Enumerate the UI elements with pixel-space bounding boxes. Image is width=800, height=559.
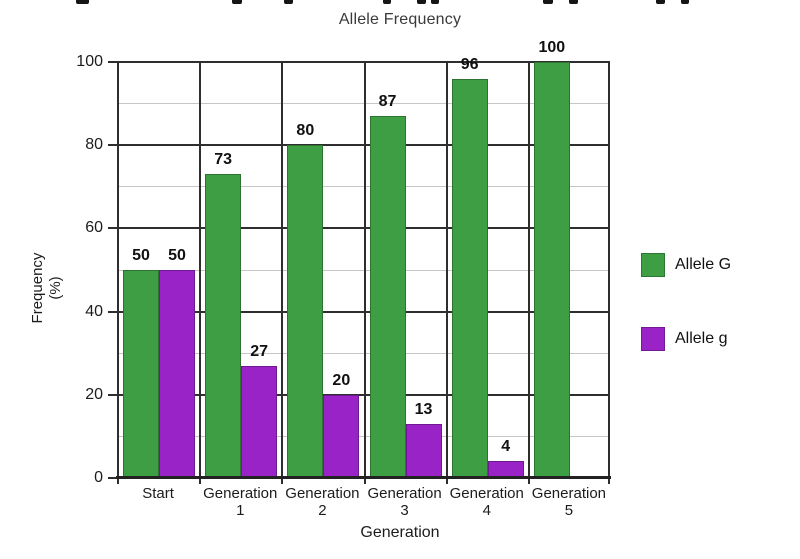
x-axis-tick <box>446 478 448 484</box>
minor-gridline <box>117 103 610 105</box>
y-tick-label: 100 <box>76 53 103 70</box>
bar-allele-g-5 <box>487 461 524 478</box>
x-axis-tick <box>281 478 283 484</box>
chart-title: Allele Frequency <box>338 11 462 28</box>
category-label: Generation 5 <box>531 485 607 519</box>
bar-value-label: 87 <box>378 93 397 111</box>
y-tick-label: 0 <box>94 469 103 486</box>
bar-value-label: 100 <box>538 39 566 56</box>
legend-label-allele-g: Allele G <box>675 256 732 273</box>
category-boundary-line <box>281 62 283 478</box>
bar-allele-g-3 <box>323 394 360 478</box>
x-axis-tick <box>199 478 201 484</box>
cropped-letter-fragment <box>543 0 553 4</box>
y-axis-tick <box>108 477 117 479</box>
cropped-letter-fragment <box>681 0 689 4</box>
bar-value-label: 50 <box>132 247 150 264</box>
cropped-letter-fragment <box>656 0 665 4</box>
bar-value-label: 50 <box>168 247 186 264</box>
y-axis-line <box>117 62 119 478</box>
category-label: Generation 2 <box>285 485 360 519</box>
y-axis-tick <box>108 61 117 63</box>
bar-allele-g-2 <box>205 174 242 478</box>
bar-allele-g-1 <box>159 270 195 478</box>
minor-gridline <box>117 269 610 271</box>
y-axis-tick <box>108 310 117 313</box>
cropped-letter-fragment <box>284 0 293 4</box>
bar-value-label: 27 <box>250 342 269 360</box>
plot-area: 50 73 80 87 96 100 50 27 20 13 4 <box>116 39 611 479</box>
cropped-letter-fragment <box>417 0 426 4</box>
category-boundary-line <box>446 62 448 478</box>
legend-item-allele-g-lower: Allele g <box>641 327 727 351</box>
category-label: Generation 1 <box>203 485 278 519</box>
bar-allele-g-5 <box>451 78 488 478</box>
y-axis-tick <box>108 393 117 396</box>
bar-value-label: 20 <box>332 371 351 389</box>
bar-allele-g-3 <box>287 145 324 478</box>
cropped-letter-fragment <box>76 0 89 4</box>
cropped-letter-fragment <box>383 0 391 4</box>
major-gridline <box>117 227 610 230</box>
plot-right-frame <box>608 62 610 478</box>
bar-value-label: 80 <box>296 122 315 140</box>
x-axis-tick <box>117 478 119 484</box>
y-axis-title-line1: Frequency <box>29 252 46 324</box>
major-gridline <box>117 393 610 396</box>
x-axis-title: Generation <box>360 524 440 541</box>
major-gridline <box>117 61 610 63</box>
category-label: Start <box>142 485 174 502</box>
legend-item-allele-g: Allele G <box>641 253 731 277</box>
category-boundary-line <box>528 62 530 478</box>
x-axis-tick <box>528 478 530 484</box>
x-axis-tick <box>364 478 366 484</box>
cropped-letter-fragment <box>431 0 439 4</box>
minor-gridline <box>117 352 610 354</box>
y-axis-tick <box>108 144 117 147</box>
bar-value-label: 13 <box>414 400 433 418</box>
bar-allele-g-1 <box>123 270 159 478</box>
bar-value-label: 4 <box>501 438 511 456</box>
allele-g-recessive-swatch-icon <box>641 327 665 351</box>
bar-allele-g-4 <box>405 423 442 478</box>
x-axis-line <box>116 476 611 479</box>
y-tick-label: 40 <box>85 302 103 320</box>
bar-allele-g-2 <box>241 365 278 478</box>
y-tick-label: 80 <box>85 136 103 154</box>
category-label: Generation 4 <box>449 485 524 519</box>
major-gridline <box>117 144 610 147</box>
y-tick-label: 60 <box>85 219 103 237</box>
y-axis-tick <box>108 227 117 230</box>
bar-value-label: 96 <box>460 55 479 73</box>
x-axis-tick <box>608 478 610 484</box>
y-tick-label: 20 <box>85 385 103 403</box>
legend-label-allele-g-recessive: Allele g <box>675 330 728 347</box>
category-label: Generation 3 <box>367 485 442 519</box>
bar-allele-g-4 <box>369 116 406 478</box>
minor-gridline <box>117 435 610 437</box>
category-boundary-line <box>199 62 201 478</box>
category-boundary-line <box>364 62 366 478</box>
bar-allele-g-6 <box>533 62 570 478</box>
major-gridline <box>117 310 610 313</box>
cropped-letter-fragment <box>232 0 242 4</box>
bar-value-label: 73 <box>214 151 233 169</box>
minor-gridline <box>117 186 610 188</box>
cropped-letter-fragment <box>569 0 578 4</box>
allele-g-swatch-icon <box>641 253 665 277</box>
